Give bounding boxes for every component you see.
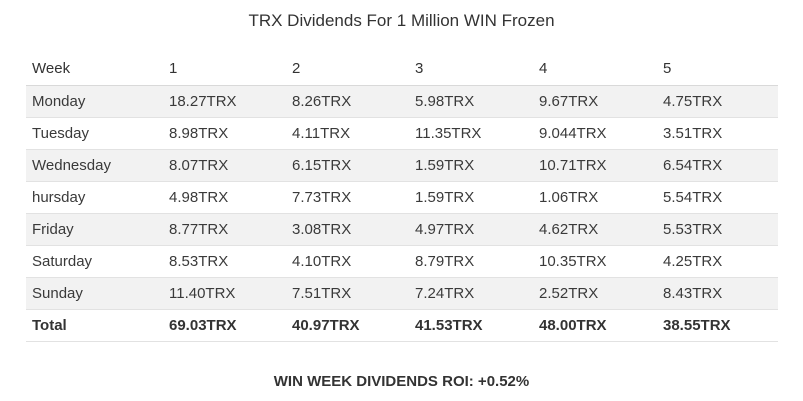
header-week: Week (26, 52, 163, 86)
table-cell: 9.044TRX (533, 117, 657, 149)
table-cell: 9.67TRX (533, 85, 657, 117)
table-cell: 5.98TRX (409, 85, 533, 117)
table-cell: 2.52TRX (533, 277, 657, 309)
total-cell: 69.03TRX (163, 309, 286, 341)
roi-summary: WIN WEEK DIVIDENDS ROI: +0.52% (273, 373, 530, 390)
table-cell: 1.06TRX (533, 181, 657, 213)
table-cell: 6.15TRX (286, 149, 409, 181)
table-cell: 11.35TRX (409, 117, 533, 149)
row-day-label: Monday (26, 85, 163, 117)
table-cell: 7.73TRX (286, 181, 409, 213)
table-cell: 8.26TRX (286, 85, 409, 117)
table-cell: 4.11TRX (286, 117, 409, 149)
table-row: hursday 4.98TRX 7.73TRX 1.59TRX 1.06TRX … (26, 181, 778, 213)
row-day-label: Sunday (26, 277, 163, 309)
row-day-label: Friday (26, 213, 163, 245)
table-row: Tuesday 8.98TRX 4.11TRX 11.35TRX 9.044TR… (26, 117, 778, 149)
table-cell: 8.07TRX (163, 149, 286, 181)
table-cell: 6.54TRX (657, 149, 778, 181)
table-cell: 5.54TRX (657, 181, 778, 213)
row-day-label: hursday (26, 181, 163, 213)
total-cell: 40.97TRX (286, 309, 409, 341)
table-cell: 11.40TRX (163, 277, 286, 309)
header-week-2: 2 (286, 52, 409, 86)
table-cell: 1.59TRX (409, 149, 533, 181)
table-row: Friday 8.77TRX 3.08TRX 4.97TRX 4.62TRX 5… (26, 213, 778, 245)
table-cell: 4.75TRX (657, 85, 778, 117)
table-cell: 7.51TRX (286, 277, 409, 309)
table-cell: 8.43TRX (657, 277, 778, 309)
total-cell: 48.00TRX (533, 309, 657, 341)
table-cell: 4.62TRX (533, 213, 657, 245)
table-cell: 4.97TRX (409, 213, 533, 245)
dividends-table: Week 1 2 3 4 5 Monday 18.27TRX 8.26TRX 5… (26, 52, 778, 342)
table-cell: 8.98TRX (163, 117, 286, 149)
table-cell: 8.79TRX (409, 245, 533, 277)
table-row: Monday 18.27TRX 8.26TRX 5.98TRX 9.67TRX … (26, 85, 778, 117)
table-cell: 5.53TRX (657, 213, 778, 245)
table-cell: 18.27TRX (163, 85, 286, 117)
table-cell: 10.35TRX (533, 245, 657, 277)
header-week-4: 4 (533, 52, 657, 86)
table-row: Saturday 8.53TRX 4.10TRX 8.79TRX 10.35TR… (26, 245, 778, 277)
table-row: Sunday 11.40TRX 7.51TRX 7.24TRX 2.52TRX … (26, 277, 778, 309)
total-row: Total 69.03TRX 40.97TRX 41.53TRX 48.00TR… (26, 309, 778, 341)
table-cell: 3.51TRX (657, 117, 778, 149)
total-cell: 38.55TRX (657, 309, 778, 341)
row-day-label: Saturday (26, 245, 163, 277)
header-week-5: 5 (657, 52, 778, 86)
table-cell: 8.77TRX (163, 213, 286, 245)
table-header-row: Week 1 2 3 4 5 (26, 52, 778, 86)
header-week-3: 3 (409, 52, 533, 86)
table-cell: 10.71TRX (533, 149, 657, 181)
table-cell: 1.59TRX (409, 181, 533, 213)
total-cell: 41.53TRX (409, 309, 533, 341)
row-day-label: Wednesday (26, 149, 163, 181)
total-label: Total (26, 309, 163, 341)
row-day-label: Tuesday (26, 117, 163, 149)
dividends-table-container: Week 1 2 3 4 5 Monday 18.27TRX 8.26TRX 5… (26, 52, 778, 342)
table-cell: 4.10TRX (286, 245, 409, 277)
table-cell: 7.24TRX (409, 277, 533, 309)
header-week-1: 1 (163, 52, 286, 86)
table-row: Wednesday 8.07TRX 6.15TRX 1.59TRX 10.71T… (26, 149, 778, 181)
table-cell: 4.25TRX (657, 245, 778, 277)
table-cell: 4.98TRX (163, 181, 286, 213)
page-title: TRX Dividends For 1 Million WIN Frozen (248, 11, 555, 30)
table-cell: 8.53TRX (163, 245, 286, 277)
table-cell: 3.08TRX (286, 213, 409, 245)
